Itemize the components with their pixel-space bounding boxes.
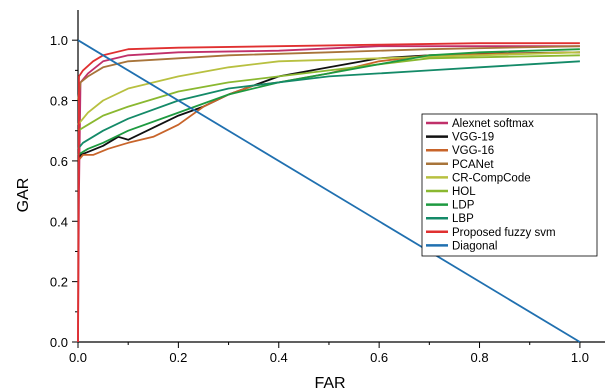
legend-label: LDP [452,200,475,212]
legend-label: CR-CompCode [452,172,531,184]
x-tick-label: 0.6 [370,350,388,365]
x-tick-label: 0.2 [169,350,187,365]
legend-label: PCANet [452,159,494,171]
legend-label: Proposed fuzzy svm [452,227,556,239]
legend-box [421,113,598,257]
legend-label: HOL [452,186,476,198]
y-tick-label: 0.8 [50,94,68,109]
y-axis-title: GAR [15,178,32,213]
x-tick-label: 1.0 [571,350,589,365]
series-line-alexnet-softmax [77,45,580,343]
x-tick-label: 0.4 [270,350,288,365]
series-line-ldp [77,48,580,156]
y-tick-label: 0.4 [50,214,68,229]
series-line-diagonal [77,39,581,343]
y-tick-label: 0.0 [50,335,68,350]
series-layer [77,39,581,343]
axes: 0.0 0.2 0.4 0.6 0.8 1.0 0.0 0.2 0.4 0.6 0.8 1.0 [50,10,605,365]
legend-label: VGG-16 [452,145,494,157]
legend-label: LBP [452,213,474,225]
series-line-vgg-16 [77,51,580,162]
legend-label: VGG-19 [452,132,494,144]
series-line-cr-compcode [77,51,580,126]
legend-label: Diagonal [452,240,497,252]
x-axis-title: FAR [314,375,345,392]
series-line-proposed-fuzzy-svm [77,42,580,343]
y-tick-label: 0.2 [50,275,68,290]
series-line-lbp [77,60,580,150]
y-tick-label: 0.6 [50,154,68,169]
series-line-hol [77,54,580,132]
x-tick-label: 0.8 [470,350,488,365]
legend-label: Alexnet softmax [452,118,534,130]
y-tick-label: 1.0 [50,33,68,48]
x-tick-label: 0.0 [69,350,87,365]
series-line-pcanet [77,45,580,101]
